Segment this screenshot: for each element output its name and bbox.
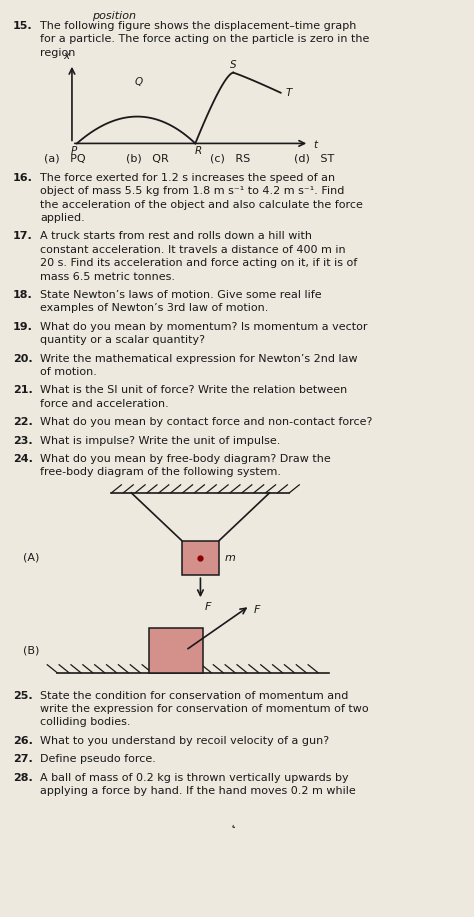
Text: constant acceleration. It travels a distance of 400 m in: constant acceleration. It travels a dist…	[40, 245, 346, 255]
Text: 27.: 27.	[13, 754, 32, 764]
Text: What do you mean by contact force and non-contact force?: What do you mean by contact force and no…	[40, 417, 373, 427]
Text: 20 s. Find its acceleration and force acting on it, if it is of: 20 s. Find its acceleration and force ac…	[40, 259, 357, 268]
Text: 24.: 24.	[13, 454, 33, 464]
Text: (B): (B)	[23, 646, 39, 656]
Text: Define pseudo force.: Define pseudo force.	[40, 754, 156, 764]
Text: (c)   RS: (c) RS	[210, 153, 251, 163]
Text: 23.: 23.	[13, 436, 32, 446]
Text: examples of Newton’s 3rd law of motion.: examples of Newton’s 3rd law of motion.	[40, 304, 269, 314]
Text: A ball of mass of 0.2 kg is thrown vertically upwards by: A ball of mass of 0.2 kg is thrown verti…	[40, 773, 349, 782]
Text: (a)   PQ: (a) PQ	[44, 153, 86, 163]
Text: applying a force by hand. If the hand moves 0.2 m while: applying a force by hand. If the hand mo…	[40, 786, 356, 796]
Text: P: P	[71, 147, 77, 157]
Text: write the expression for conservation of momentum of two: write the expression for conservation of…	[40, 704, 369, 714]
Text: of motion.: of motion.	[40, 367, 97, 377]
Text: The following figure shows the displacement–time graph: The following figure shows the displacem…	[40, 21, 357, 30]
Text: 22.: 22.	[13, 417, 32, 427]
Text: (A): (A)	[23, 553, 39, 563]
Text: State the condition for conservation of momentum and: State the condition for conservation of …	[40, 691, 349, 701]
Text: 15.: 15.	[13, 21, 32, 30]
Text: What to you understand by recoil velocity of a gun?: What to you understand by recoil velocit…	[40, 735, 329, 746]
Text: 19.: 19.	[13, 322, 33, 332]
Text: State Newton’s laws of motion. Give some real life: State Newton’s laws of motion. Give some…	[40, 290, 322, 300]
Text: 21.: 21.	[13, 385, 32, 395]
Text: A truck starts from rest and rolls down a hill with: A truck starts from rest and rolls down …	[40, 231, 312, 241]
Text: region: region	[40, 48, 76, 58]
Bar	[148, 628, 203, 673]
Text: the acceleration of the object and also calculate the force: the acceleration of the object and also …	[40, 200, 363, 210]
Text: 28.: 28.	[13, 773, 32, 782]
Text: F: F	[204, 602, 211, 613]
Text: (b)   QR: (b) QR	[126, 153, 169, 163]
Text: S: S	[230, 60, 237, 70]
Text: t: t	[313, 140, 317, 150]
Text: colliding bodies.: colliding bodies.	[40, 717, 131, 727]
Text: free-body diagram of the following system.: free-body diagram of the following syste…	[40, 468, 282, 478]
Text: quantity or a scalar quantity?: quantity or a scalar quantity?	[40, 336, 205, 346]
Text: Write the mathematical expression for Newton’s 2nd law: Write the mathematical expression for Ne…	[40, 354, 358, 364]
Text: object of mass 5.5 kg from 1.8 m s⁻¹ to 4.2 m s⁻¹. Find: object of mass 5.5 kg from 1.8 m s⁻¹ to …	[40, 186, 345, 196]
Text: position: position	[92, 11, 136, 21]
Text: F: F	[254, 604, 260, 614]
Text: force and acceleration.: force and acceleration.	[40, 399, 169, 409]
Text: The force exerted for 1.2 s increases the speed of an: The force exerted for 1.2 s increases th…	[40, 172, 336, 182]
Bar	[182, 540, 219, 575]
Text: (d)   ST: (d) ST	[294, 153, 335, 163]
Text: 25.: 25.	[13, 691, 32, 701]
Text: What do you mean by free-body diagram? Draw the: What do you mean by free-body diagram? D…	[40, 454, 331, 464]
Text: 18.: 18.	[13, 290, 32, 300]
Text: Q: Q	[134, 77, 142, 87]
Text: 16.: 16.	[13, 172, 33, 182]
Text: 26.: 26.	[13, 735, 33, 746]
Text: applied.: applied.	[40, 213, 85, 223]
Text: T: T	[285, 88, 292, 98]
Text: x: x	[63, 51, 69, 61]
Text: 17.: 17.	[13, 231, 32, 241]
Text: 20.: 20.	[13, 354, 32, 364]
Text: R: R	[195, 147, 202, 157]
Text: for a particle. The force acting on the particle is zero in the: for a particle. The force acting on the …	[40, 34, 370, 44]
Text: m: m	[224, 553, 235, 563]
Text: mass 6.5 metric tonnes.: mass 6.5 metric tonnes.	[40, 271, 175, 282]
Text: What is impulse? Write the unit of impulse.: What is impulse? Write the unit of impul…	[40, 436, 281, 446]
Text: What do you mean by momentum? Is momentum a vector: What do you mean by momentum? Is momentu…	[40, 322, 368, 332]
Text: What is the SI unit of force? Write the relation between: What is the SI unit of force? Write the …	[40, 385, 347, 395]
